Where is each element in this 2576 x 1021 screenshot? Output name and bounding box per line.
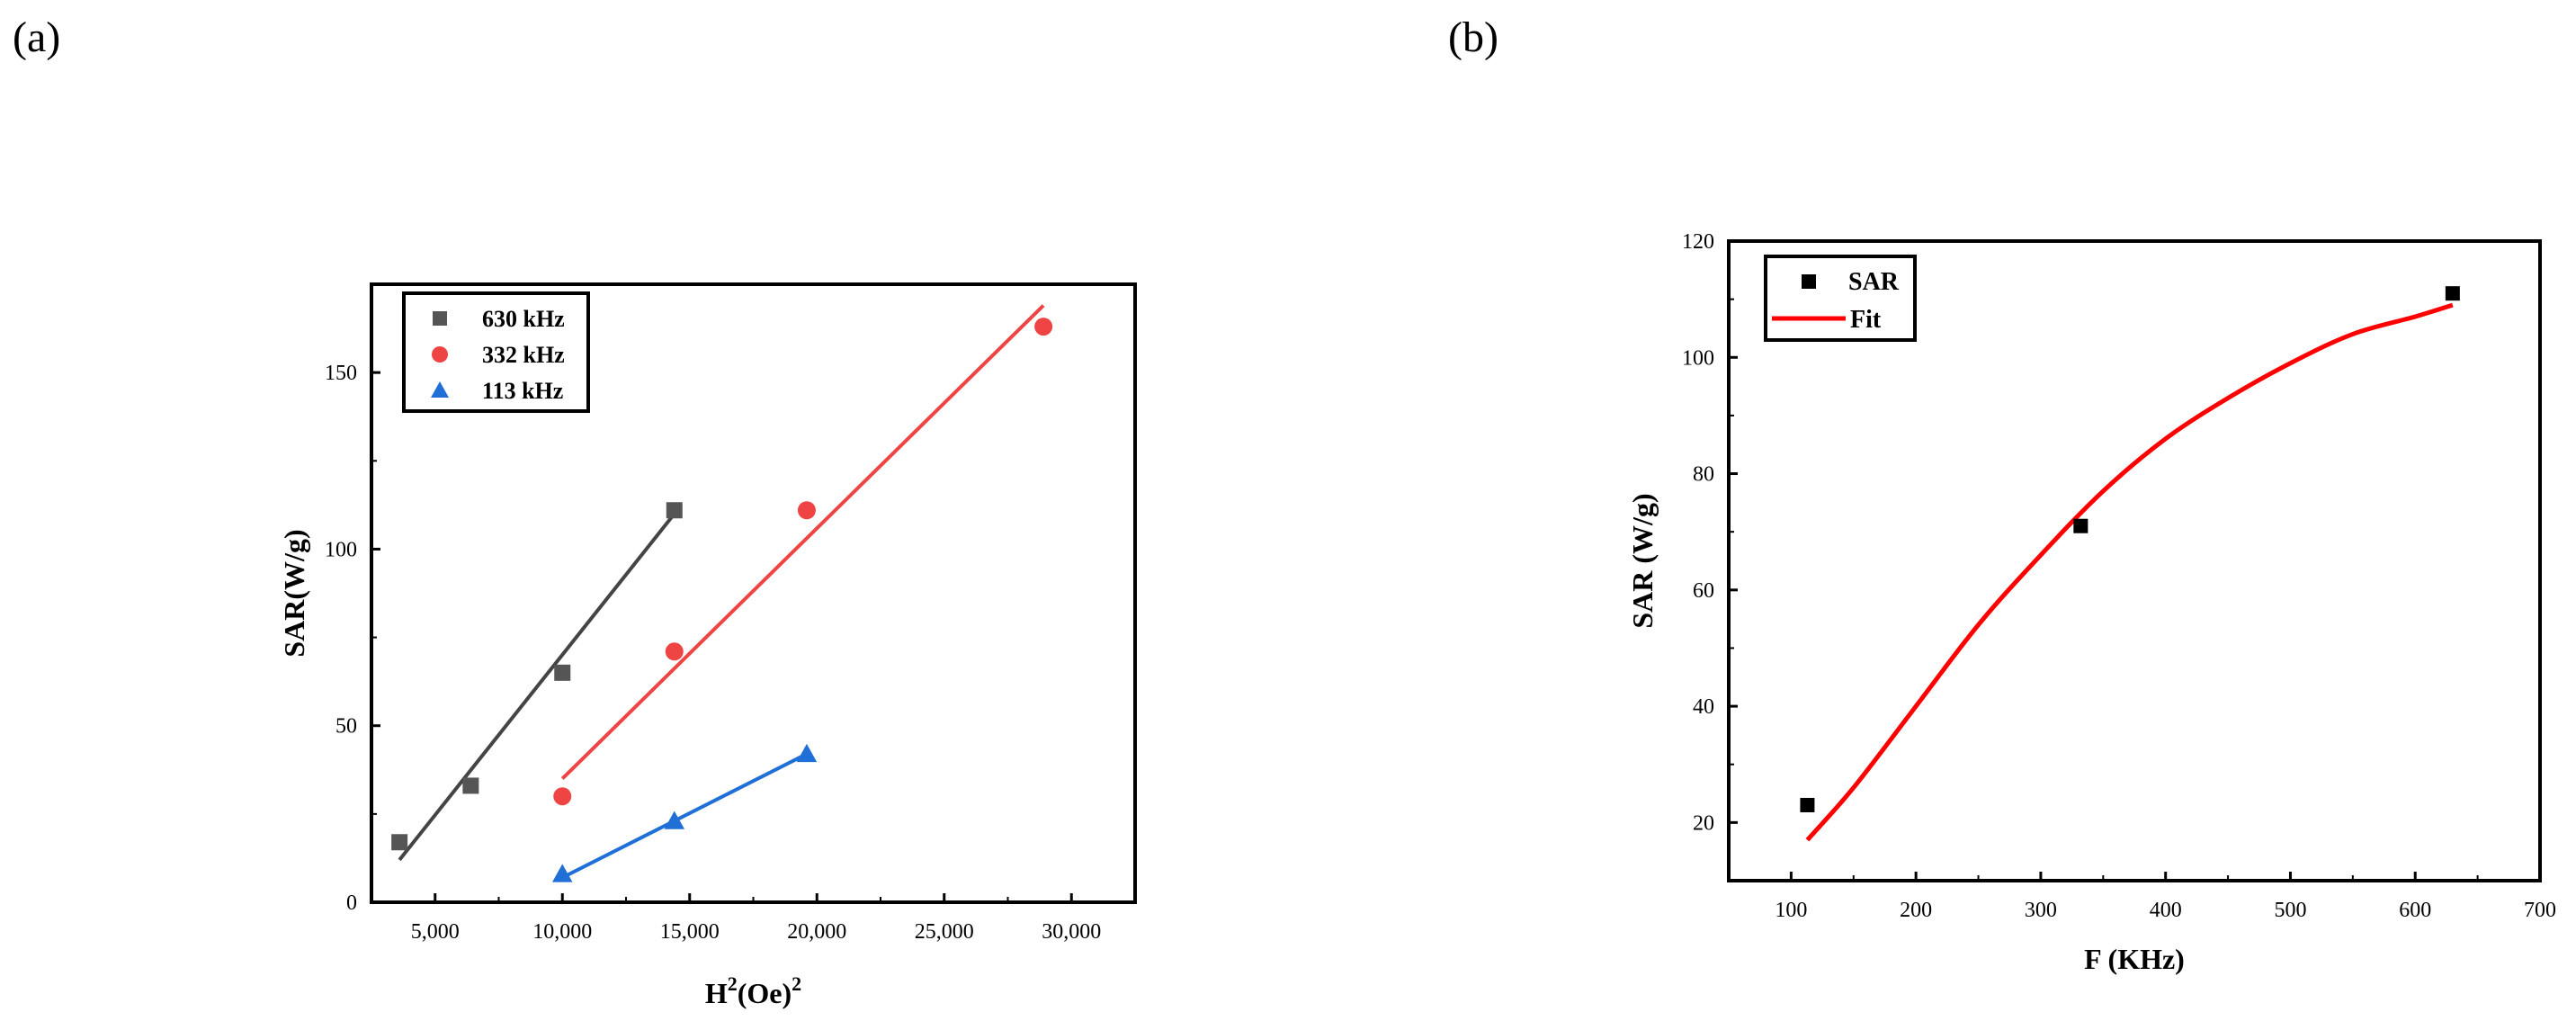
x-tick-label: 20,000: [787, 920, 846, 944]
fit-curve: [1805, 302, 2454, 842]
x-axis-title-part: (Oe): [738, 977, 792, 1009]
x-tick-label: 700: [2524, 899, 2556, 922]
legend-label: 332 kHz: [482, 342, 565, 368]
legend-label: Fit: [1850, 306, 1882, 334]
x-tick-label: 100: [1775, 899, 1807, 922]
y-tick-label: 100: [1682, 346, 1714, 370]
legend-marker: [1802, 274, 1816, 289]
x-tick-label: 15,000: [660, 920, 720, 944]
data-point: [2073, 518, 2089, 533]
series-113-khz: [552, 743, 818, 882]
legend-marker: [433, 311, 447, 326]
data-point: [666, 502, 683, 519]
y-tick-label: 150: [325, 362, 357, 385]
x-tick-label: 25,000: [915, 920, 974, 944]
panel-b-label: (b): [1448, 13, 1498, 61]
chart-a-x-axis-title: H2(Oe)2: [705, 972, 801, 1009]
y-tick-label: 80: [1693, 463, 1714, 487]
data-point: [554, 664, 571, 681]
x-axis-title-part: 2: [792, 972, 801, 995]
x-tick-label: 30,000: [1042, 920, 1101, 944]
y-tick-label: 120: [1682, 230, 1714, 254]
data-point: [553, 787, 572, 806]
series-630-khz: [391, 502, 683, 862]
y-tick-label: 60: [1693, 579, 1714, 603]
x-tick-label: 600: [2399, 899, 2431, 922]
legend-marker: [431, 381, 449, 398]
x-tick-label: 200: [1900, 899, 1932, 922]
y-tick-label: 50: [335, 715, 357, 739]
series-332-khz: [553, 304, 1053, 806]
data-point: [2445, 286, 2460, 301]
fit-line: [398, 512, 676, 862]
legend-marker: [432, 346, 448, 363]
chart-a: 5,000 10,000 15,000 20,000 25,000 30,000 0 50 10…: [278, 282, 1137, 1009]
legend-label: 113 kHz: [482, 378, 563, 404]
chart-b-y-axis-title: SAR (W/g): [1626, 493, 1659, 628]
x-tick-label: 10,000: [532, 920, 592, 944]
x-tick-label: 400: [2150, 899, 2182, 922]
chart-a-y-axis-title: SAR(W/g): [278, 529, 310, 657]
chart-b-legend: SAR Fit: [1764, 255, 1917, 342]
chart-b: 100 200 300 400 500 600 700 20 40 60 80 100 120 F (KH…: [1626, 230, 2556, 975]
x-tick-label: 5,000: [411, 920, 460, 944]
x-tick-label: 500: [2274, 899, 2306, 922]
data-point: [1800, 797, 1815, 812]
y-tick-label: 40: [1693, 695, 1714, 719]
y-tick-label: 0: [346, 891, 357, 915]
legend-label: 630 kHz: [482, 306, 565, 332]
fit-line: [560, 304, 1045, 781]
series-sar: [1800, 286, 2460, 812]
data-point: [462, 777, 479, 794]
fit-line: [561, 752, 808, 880]
data-point: [552, 864, 573, 882]
chart-b-frame: [1727, 239, 2542, 882]
data-point: [665, 642, 684, 661]
x-axis-title-part: H: [705, 977, 728, 1009]
panel-a-label: (a): [13, 13, 61, 61]
data-point: [664, 811, 685, 829]
data-point: [797, 501, 816, 520]
chart-b-x-axis-title: F (KHz): [2084, 943, 2185, 975]
y-tick-label: 20: [1693, 811, 1714, 835]
legend-label: SAR: [1848, 268, 1900, 296]
data-point: [796, 743, 818, 763]
chart-a-legend: 630 kHz 332 kHz 113 kHz: [402, 291, 590, 413]
y-tick-label: 100: [325, 538, 357, 561]
legend-box: [1764, 255, 1917, 342]
data-point: [391, 834, 408, 851]
x-tick-label: 300: [2025, 899, 2057, 922]
data-point: [1034, 318, 1053, 336]
x-axis-title-part: 2: [728, 972, 738, 995]
